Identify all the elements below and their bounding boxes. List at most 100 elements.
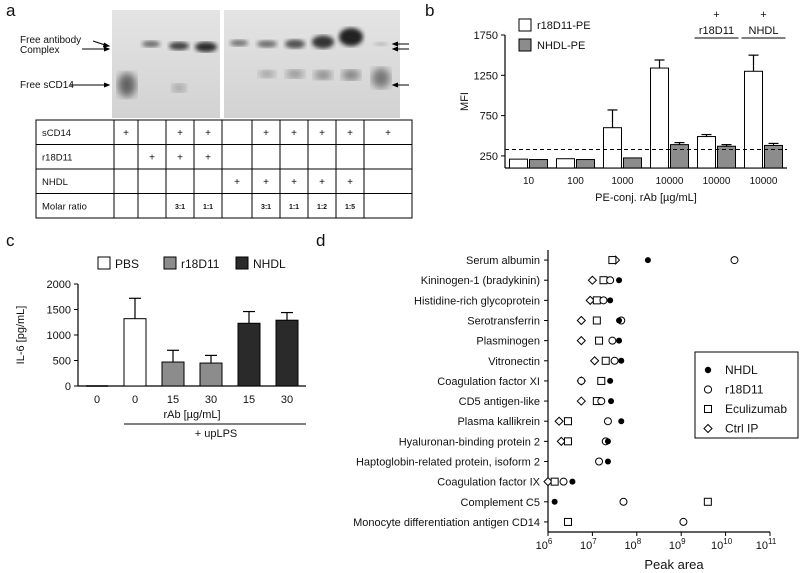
point-r18d11 [599,296,608,305]
gel-image-right [224,10,400,118]
point-nhdl [607,297,614,304]
label-free-antibody: Free antibody [20,35,81,46]
legend-swatch [518,38,532,52]
point-r18d11 [577,376,586,385]
gel-band [312,35,334,49]
table-cell: + [385,128,391,139]
gel-band [286,70,304,78]
protein-label: Monocyte differentiation antigen CD14 [353,517,540,529]
point-nhdl [616,277,623,284]
legend-marker [703,423,713,434]
x-tick-label: 100 [567,176,584,187]
group-label: NHDL [749,25,779,37]
table-cell: 3:1 [261,204,271,211]
table-cell: + [347,128,353,139]
legend-label: NHDL [725,363,758,377]
bar-r18d11 [744,70,763,169]
legend-label: Eculizumab [725,402,787,416]
table-cell: 1:5 [345,204,355,211]
gel-band [314,70,332,80]
point-eculizumab [563,437,572,446]
legend-label: NHDL-PE [537,40,585,52]
label-complex: Complex [20,45,59,56]
chart-b: 250 750 1250 1750 MFI 10 100 1000 10000 10000 1000… [459,9,787,204]
gel-band [118,73,136,97]
table-cell: + [205,152,211,163]
y-tick-label: 0 [65,381,71,393]
y-tick-label: 500 [53,356,71,368]
protein-label: Hyaluronan-binding protein 2 [399,436,540,448]
x-tick-label: 1011 [756,537,777,552]
gel-band [195,42,217,52]
x-tick-label: 10000 [656,176,684,187]
point-eculizumab [608,256,617,265]
legend-marker [703,385,713,394]
x-tick-label: 0 [132,394,138,406]
protein-label: Kininogen-1 (bradykinin) [421,275,540,287]
gel-band [169,42,189,50]
panel-b: b 250 750 1250 1750 MFI 10 100 1000 10000 10000 10… [425,1,787,204]
upLPS-label: + upLPS [195,428,238,440]
y-tick-label: 1500 [47,305,71,317]
table-cell: + [123,128,129,139]
bar [161,361,185,387]
gel-bands [118,28,390,97]
protein-label: Coagulation factor XI [437,376,540,388]
bar-r18d11 [509,158,528,169]
bar-nhdl [670,144,689,169]
point-nhdl [604,438,611,445]
gel-band [374,42,388,46]
chart-d: 106 107 108 109 1010 1011 Peak area Serum album… [353,250,799,572]
point-nhdl [618,357,625,364]
x-axis-label: Peak area [644,557,704,572]
gel-band [142,41,160,47]
point-ctrl-ip [576,335,587,346]
group-plus: + [713,9,719,21]
x-axis-label: PE-conj. rAb [µg/mL] [595,192,697,204]
group-plus: + [760,9,766,21]
panel-a: a Free antibody Complex Free sCD14 sCD14… [6,1,413,219]
protein-label: CD5 antigen-like [459,396,540,408]
y-axis-label: MFI [459,92,471,111]
panel-letter-d: d [316,231,325,250]
point-nhdl [551,498,558,505]
protein-label: Coagulation factor IX [437,477,540,489]
point-nhdl [616,337,623,344]
point-r18d11 [559,477,568,486]
table-row-label: r18D11 [42,152,72,163]
legend-swatch [163,256,177,270]
point-eculizumab [597,376,606,385]
table-row-label: Molar ratio [42,201,87,212]
y-tick-label: 750 [480,111,498,123]
x-tick-label: 1010 [711,537,733,552]
legend-label: r18D11-PE [537,20,591,32]
point-eculizumab [563,517,572,526]
bar-nhdl [576,159,595,169]
legend-marker [704,366,712,374]
table-cell: + [234,177,240,188]
point-ctrl-ip [589,356,600,366]
panel-d: d 106 107 108 109 1010 1011 Peak area Serum alb… [316,231,799,572]
point-r18d11 [679,517,688,526]
point-r18d11 [619,497,628,506]
label-free-scd14: Free sCD14 [20,80,74,91]
x-tick-label: 10 [523,176,535,187]
bar-nhdl [623,157,642,169]
bar [199,362,223,387]
point-eculizumab [599,276,608,285]
table-cell: + [263,177,269,188]
gel-band [172,84,186,92]
point-ctrl-ip [587,275,598,285]
point-eculizumab [592,296,601,305]
x-tick-label: 108 [624,537,641,552]
bar-r18d11 [697,136,716,169]
point-nhdl [618,418,625,425]
table-cell: 1:2 [317,204,327,211]
point-eculizumab [601,356,610,365]
x-tick-label: 10000 [703,176,731,187]
table-cell: 3:1 [175,204,185,211]
y-axis-label: IL-6 [pg/mL] [15,306,27,365]
panel-letter-a: a [6,1,16,20]
protein-label: Haptoglobin-related protein, isoform 2 [356,457,540,469]
